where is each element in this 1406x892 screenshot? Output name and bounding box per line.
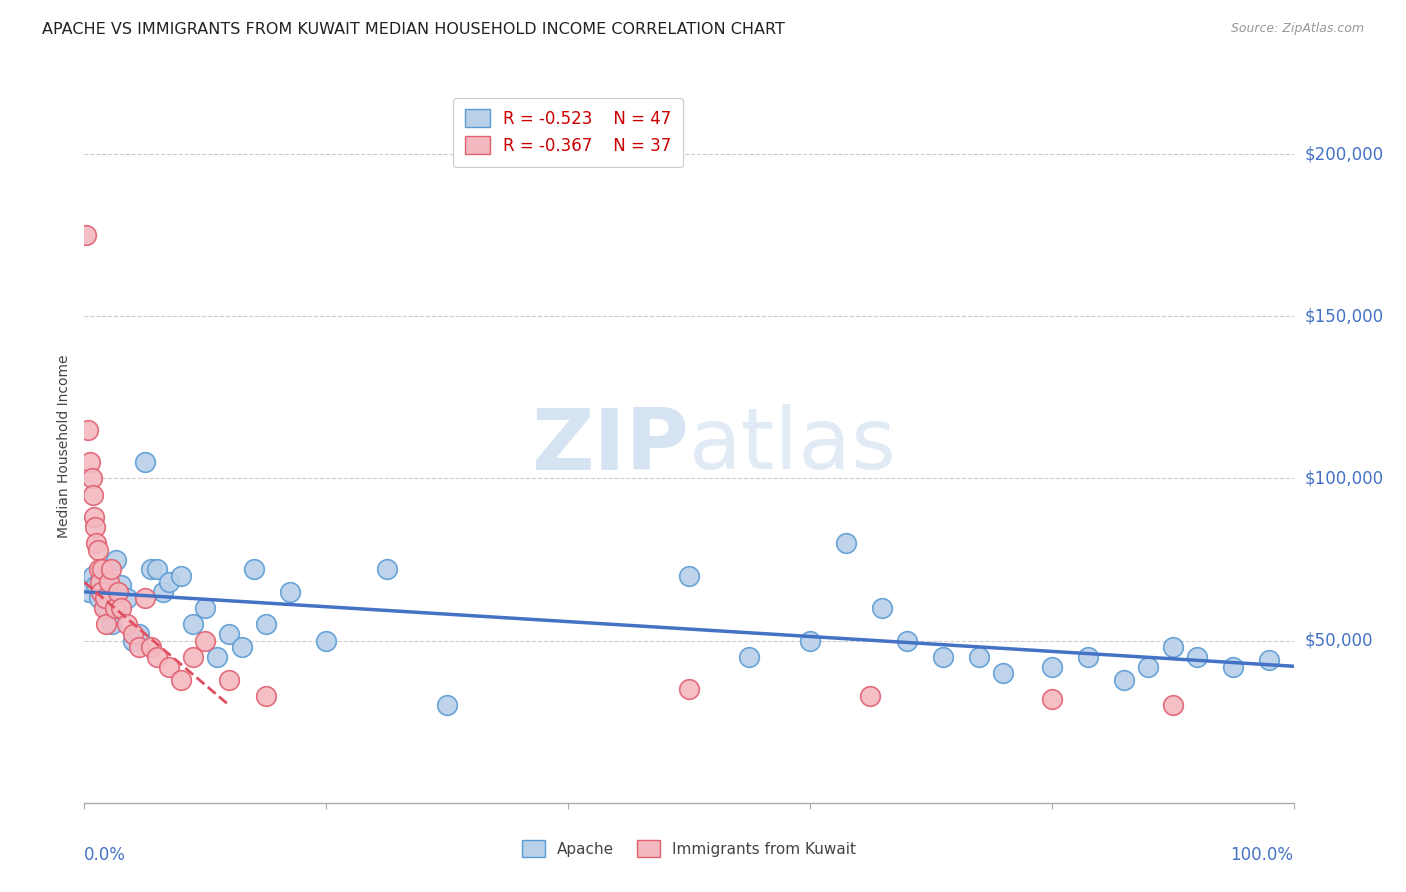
Point [1077,649,1099,664]
Point [134,455,156,469]
Text: $50,000: $50,000 [1305,632,1374,649]
Text: Source: ZipAtlas.com: Source: ZipAtlas.com [1230,22,1364,36]
Point [110,578,132,592]
Point [835,536,858,550]
Point [121,633,143,648]
Point [799,633,821,648]
Point [121,627,143,641]
Point [375,562,398,576]
Legend: Apache, Immigrants from Kuwait: Apache, Immigrants from Kuwait [516,834,862,863]
Point [157,659,180,673]
Text: atlas: atlas [689,404,897,488]
Point [75,228,97,243]
Point [1161,698,1184,713]
Point [91,562,114,576]
Point [83,510,105,524]
Text: $200,000: $200,000 [1305,145,1384,163]
Point [678,682,700,697]
Point [89,575,111,590]
Point [128,627,150,641]
Y-axis label: Median Household Income: Median Household Income [58,354,72,538]
Point [82,488,104,502]
Text: ZIP: ZIP [531,404,689,488]
Point [678,568,700,582]
Point [128,640,150,654]
Point [1222,659,1244,673]
Point [207,649,229,664]
Point [231,640,253,654]
Point [181,617,204,632]
Point [170,673,193,687]
Point [859,689,882,703]
Text: APACHE VS IMMIGRANTS FROM KUWAIT MEDIAN HOUSEHOLD INCOME CORRELATION CHART: APACHE VS IMMIGRANTS FROM KUWAIT MEDIAN … [42,22,785,37]
Text: $100,000: $100,000 [1305,469,1384,487]
Point [86,578,108,592]
Point [170,568,193,582]
Point [146,562,169,576]
Text: $150,000: $150,000 [1305,307,1384,326]
Point [139,640,162,654]
Point [194,601,217,615]
Point [94,617,117,632]
Point [86,542,108,557]
Point [194,633,217,648]
Point [84,520,107,534]
Point [993,666,1015,681]
Point [104,601,127,615]
Point [738,649,761,664]
Point [1185,649,1208,664]
Point [77,423,100,437]
Point [1114,673,1136,687]
Point [157,575,180,590]
Point [139,562,162,576]
Point [967,649,990,664]
Point [1040,692,1063,706]
Point [107,585,129,599]
Point [90,585,112,599]
Point [97,575,120,590]
Point [436,698,458,713]
Point [134,591,156,606]
Point [242,562,264,576]
Text: 0.0%: 0.0% [84,846,127,863]
Point [77,585,100,599]
Point [872,601,894,615]
Point [100,562,122,576]
Point [932,649,955,664]
Point [278,585,301,599]
Point [146,649,169,664]
Point [1137,659,1160,673]
Point [1258,653,1281,667]
Point [1040,659,1063,673]
Point [254,689,277,703]
Point [94,591,117,606]
Point [218,627,240,641]
Point [87,562,110,576]
Point [94,601,117,615]
Point [86,536,108,550]
Point [79,455,101,469]
Point [80,471,103,485]
Text: 100.0%: 100.0% [1230,846,1294,863]
Point [115,617,138,632]
Point [152,585,174,599]
Point [97,607,120,622]
Point [101,617,124,632]
Point [181,649,204,664]
Point [896,633,918,648]
Point [1161,640,1184,654]
Point [82,568,104,582]
Point [110,601,132,615]
Point [87,591,110,606]
Point [93,601,115,615]
Point [91,562,114,576]
Point [115,591,138,606]
Point [254,617,277,632]
Point [218,673,240,687]
Point [315,633,337,648]
Point [104,552,127,566]
